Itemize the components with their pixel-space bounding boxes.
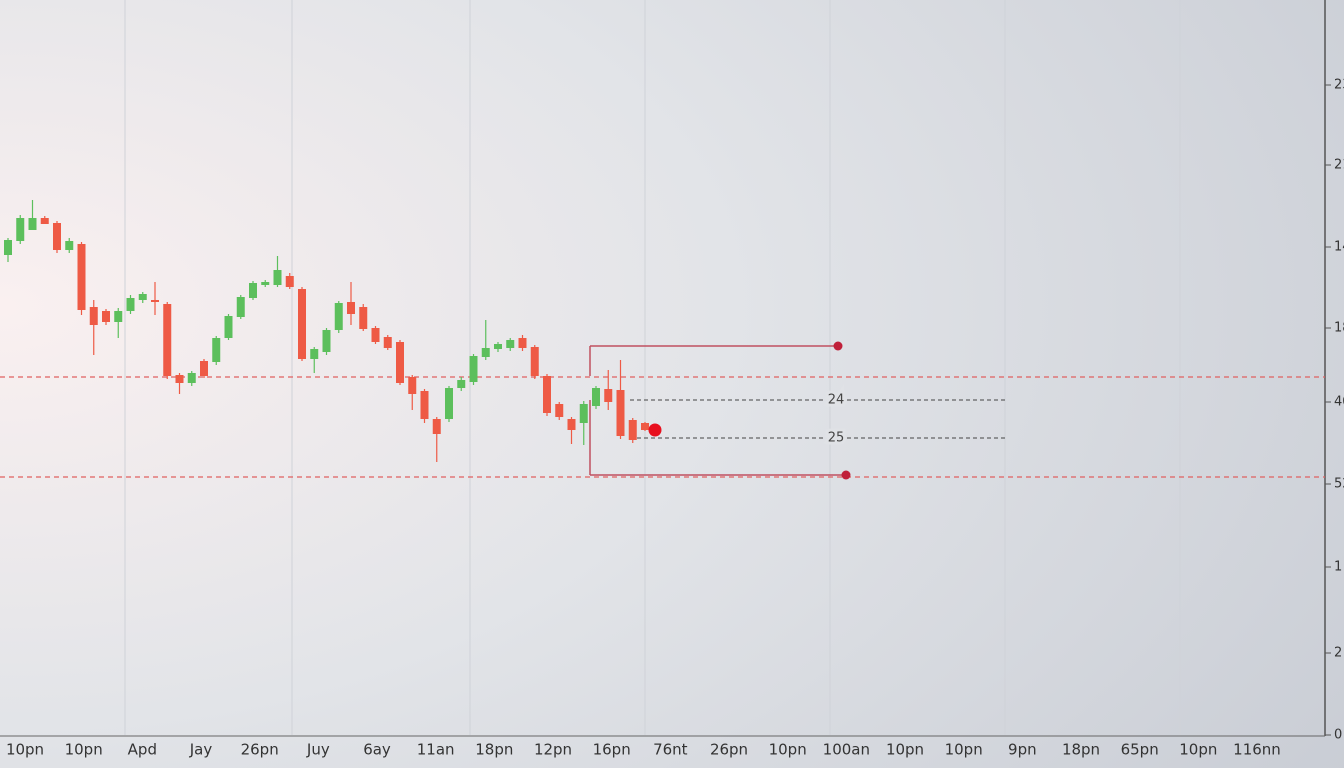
x-tick-label: 18pn bbox=[475, 741, 513, 759]
candle-body bbox=[310, 349, 319, 359]
candle-body bbox=[579, 404, 588, 423]
candle-body bbox=[28, 218, 37, 230]
candle-body bbox=[445, 388, 453, 419]
candle-body bbox=[187, 373, 196, 383]
x-tick-label: 11an bbox=[417, 741, 455, 759]
x-tick-label: 10pn bbox=[65, 741, 103, 759]
marker-dot bbox=[841, 470, 851, 480]
candle-body bbox=[77, 244, 86, 310]
candle-body bbox=[555, 404, 564, 417]
candle-body bbox=[347, 302, 355, 314]
candle-body bbox=[114, 311, 123, 322]
candle-body bbox=[432, 419, 441, 434]
x-tick-label: Jay bbox=[189, 741, 213, 759]
candle-body bbox=[518, 338, 527, 348]
x-tick-label: 116nn bbox=[1233, 741, 1281, 759]
y-tick-label: 40 bbox=[1334, 395, 1344, 410]
candle-body bbox=[469, 356, 478, 382]
y-tick-label: 0 bbox=[1334, 728, 1342, 743]
candle-body bbox=[506, 340, 515, 348]
candle-body bbox=[298, 289, 306, 359]
x-tick-label: 10pn bbox=[945, 741, 983, 759]
x-tick-label: 16pn bbox=[593, 741, 631, 759]
candle-body bbox=[126, 298, 135, 311]
candle-body bbox=[641, 423, 649, 430]
y-tick-label: 52 bbox=[1334, 477, 1344, 492]
y-tick-label: 21 bbox=[1334, 158, 1344, 173]
candle-body bbox=[4, 240, 12, 255]
x-tick-label: 65pn bbox=[1121, 741, 1159, 759]
marker-dot bbox=[833, 341, 843, 351]
x-tick-label: 10pn bbox=[769, 741, 807, 759]
candle-body bbox=[285, 276, 294, 287]
candle-body bbox=[273, 270, 282, 285]
candle-body bbox=[138, 294, 147, 300]
y-tick-label: 1 bbox=[1334, 560, 1342, 575]
x-tick-label: Apd bbox=[128, 741, 157, 759]
x-tick-label: 9pn bbox=[1008, 741, 1037, 759]
y-tick-label: 2 bbox=[1334, 646, 1342, 661]
candle-body bbox=[322, 330, 331, 352]
candle-body bbox=[543, 376, 551, 413]
candle-body bbox=[89, 307, 98, 325]
candle-body bbox=[65, 241, 74, 250]
candle-body bbox=[383, 337, 392, 348]
candle-body bbox=[396, 342, 404, 383]
candle-body bbox=[530, 347, 539, 376]
x-tick-label: 12pn bbox=[534, 741, 572, 759]
annotation-label: 25 bbox=[828, 431, 845, 446]
last-price-dot bbox=[648, 423, 662, 437]
candle-body bbox=[249, 283, 257, 298]
candle-body bbox=[200, 361, 208, 376]
candle-body bbox=[604, 389, 613, 402]
candle-body bbox=[53, 223, 61, 250]
annotation-label: 24 bbox=[828, 393, 845, 408]
x-tick-label: 18pn bbox=[1062, 741, 1100, 759]
y-tick-label: 18 bbox=[1334, 321, 1344, 336]
candle-body bbox=[163, 304, 172, 376]
x-tick-label: 10pn bbox=[1179, 741, 1217, 759]
x-tick-label: 76nt bbox=[653, 741, 688, 759]
candle-body bbox=[261, 282, 270, 285]
candle-body bbox=[616, 390, 625, 436]
candle-body bbox=[628, 420, 637, 440]
candle-body bbox=[236, 297, 245, 317]
x-tick-label: 100an bbox=[823, 741, 870, 759]
candle-body bbox=[420, 391, 429, 419]
candle-body bbox=[408, 377, 417, 394]
candle-body bbox=[102, 311, 110, 322]
x-tick-label: 10pn bbox=[886, 741, 924, 759]
candle-body bbox=[494, 344, 502, 349]
candle-body bbox=[457, 380, 466, 388]
candle-body bbox=[334, 303, 343, 330]
candle-body bbox=[40, 218, 49, 224]
candle-body bbox=[371, 328, 380, 342]
x-tick-label: 26pn bbox=[241, 741, 279, 759]
candle-body bbox=[151, 300, 159, 302]
x-tick-label: 6ay bbox=[363, 741, 391, 759]
candle-body bbox=[16, 218, 25, 241]
candle-body bbox=[359, 307, 368, 329]
candle-body bbox=[212, 338, 221, 362]
candle-body bbox=[567, 419, 576, 430]
candle-body bbox=[592, 388, 600, 406]
x-tick-label: 10pn bbox=[6, 741, 44, 759]
candle-body bbox=[224, 316, 233, 338]
x-tick-label: Juy bbox=[306, 741, 330, 759]
y-tick-label: 23 bbox=[1334, 78, 1344, 93]
y-tick-label: 14 bbox=[1334, 240, 1344, 255]
x-tick-label: 26pn bbox=[710, 741, 748, 759]
candle-body bbox=[175, 375, 184, 383]
candle-body bbox=[481, 348, 490, 357]
